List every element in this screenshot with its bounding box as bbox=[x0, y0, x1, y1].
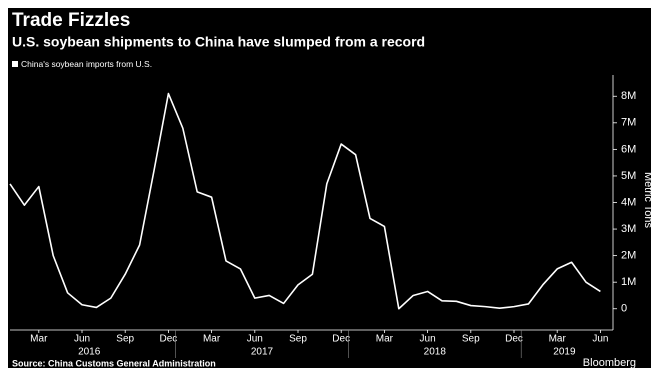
year-label: 2016 bbox=[78, 347, 101, 358]
x-tick-label: Mar bbox=[203, 334, 221, 345]
y-tick-label: 0 bbox=[621, 303, 627, 315]
line-series bbox=[9, 92, 601, 310]
y-tick-label: 7M bbox=[621, 117, 636, 129]
year-label: 2019 bbox=[553, 347, 576, 358]
y-tick-label: 2M bbox=[621, 250, 636, 262]
y-axis-label: Metric Tons bbox=[642, 172, 654, 229]
x-tick-label: Mar bbox=[30, 334, 48, 345]
x-tick-label: Jun bbox=[74, 334, 90, 345]
x-tick-label: Jun bbox=[592, 334, 608, 345]
x-tick-label: Mar bbox=[376, 334, 394, 345]
x-tick-label: Jun bbox=[420, 334, 436, 345]
legend-label: China's soybean imports from U.S. bbox=[21, 59, 152, 69]
source: Source: China Customs General Administra… bbox=[12, 358, 216, 368]
y-tick-label: 5M bbox=[621, 170, 636, 182]
x-tick-label: Sep bbox=[116, 334, 134, 345]
y-tick-label: 1M bbox=[621, 276, 636, 288]
background bbox=[8, 8, 651, 368]
x-tick-label: Dec bbox=[332, 334, 350, 345]
y-tick-label: 4M bbox=[621, 196, 636, 208]
year-label: 2017 bbox=[251, 347, 274, 358]
x-tick-label: Dec bbox=[505, 334, 523, 345]
y-tick-label: 8M bbox=[621, 90, 636, 102]
brand: Bloomberg bbox=[583, 357, 636, 369]
chart-subtitle: U.S. soybean shipments to China have slu… bbox=[12, 34, 425, 50]
year-label: 2018 bbox=[424, 347, 447, 358]
legend-swatch bbox=[12, 61, 18, 67]
x-tick-label: Jun bbox=[247, 334, 263, 345]
x-tick-label: Sep bbox=[462, 334, 480, 345]
y-tick-label: 6M bbox=[621, 143, 636, 155]
y-tick-label: 3M bbox=[621, 223, 636, 235]
x-tick-label: Dec bbox=[160, 334, 178, 345]
chart-title: Trade Fizzles bbox=[12, 10, 130, 31]
x-tick-label: Sep bbox=[289, 334, 307, 345]
x-tick-label: Mar bbox=[549, 334, 567, 345]
